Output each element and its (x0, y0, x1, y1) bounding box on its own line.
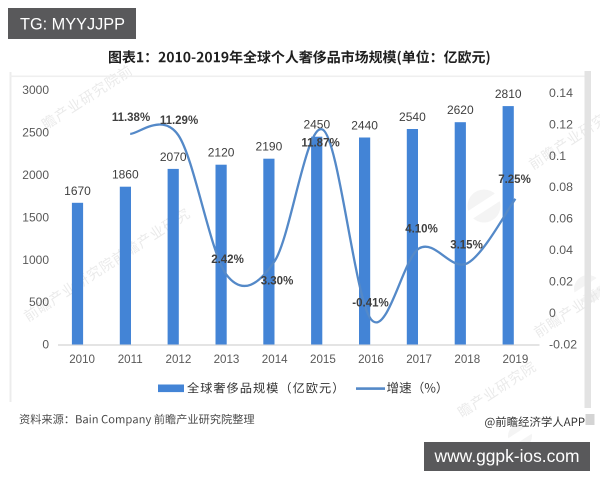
svg-text:0.14: 0.14 (549, 86, 573, 100)
svg-text:2120: 2120 (208, 146, 235, 160)
svg-text:4.10%: 4.10% (405, 224, 438, 236)
svg-text:2540: 2540 (399, 110, 426, 124)
svg-text:2012: 2012 (166, 353, 192, 366)
svg-text:2450: 2450 (303, 118, 330, 132)
svg-text:3000: 3000 (22, 83, 49, 97)
svg-text:2011: 2011 (118, 353, 143, 366)
svg-text:2.42%: 2.42% (211, 254, 244, 266)
svg-text:7.25%: 7.25% (498, 174, 531, 186)
svg-text:3.30%: 3.30% (261, 275, 294, 287)
svg-text:2500: 2500 (22, 126, 49, 140)
svg-text:2013: 2013 (214, 353, 240, 366)
svg-text:0.12: 0.12 (549, 117, 573, 131)
svg-text:2015: 2015 (310, 353, 336, 366)
svg-text:-0.02: -0.02 (549, 337, 577, 351)
svg-text:2014: 2014 (262, 353, 288, 366)
svg-text:1670: 1670 (64, 184, 91, 198)
svg-text:11.29%: 11.29% (160, 115, 198, 127)
svg-text:0: 0 (549, 306, 556, 320)
svg-text:TG: MYYJJPP: TG: MYYJJPP (20, 16, 125, 34)
svg-text:2017: 2017 (406, 353, 432, 366)
svg-text:2010: 2010 (69, 353, 95, 366)
svg-text:0.1: 0.1 (549, 149, 566, 163)
svg-text:0.04: 0.04 (549, 243, 573, 257)
svg-text:www.ggpk-ios.com: www.ggpk-ios.com (434, 446, 580, 466)
svg-text:11.38%: 11.38% (112, 112, 150, 124)
svg-text:2190: 2190 (256, 140, 283, 154)
svg-text:3.15%: 3.15% (450, 240, 483, 252)
svg-text:0.06: 0.06 (549, 212, 573, 226)
svg-text:2620: 2620 (447, 103, 474, 117)
svg-text:2018: 2018 (454, 353, 480, 366)
svg-text:500: 500 (29, 295, 49, 309)
svg-text:0.02: 0.02 (549, 275, 573, 289)
svg-text:1000: 1000 (22, 253, 49, 267)
svg-text:11.87%: 11.87% (301, 138, 339, 150)
svg-text:0: 0 (42, 338, 49, 352)
svg-text:2070: 2070 (160, 150, 187, 164)
svg-text:0.08: 0.08 (549, 180, 573, 194)
svg-text:1860: 1860 (112, 168, 139, 182)
svg-text:2019: 2019 (503, 353, 529, 366)
svg-text:2016: 2016 (358, 353, 384, 366)
svg-text:2810: 2810 (495, 87, 522, 101)
svg-text:1500: 1500 (22, 210, 49, 224)
svg-text:-0.41%: -0.41% (352, 298, 388, 310)
svg-text:2000: 2000 (22, 168, 49, 182)
svg-text:2440: 2440 (351, 119, 378, 133)
